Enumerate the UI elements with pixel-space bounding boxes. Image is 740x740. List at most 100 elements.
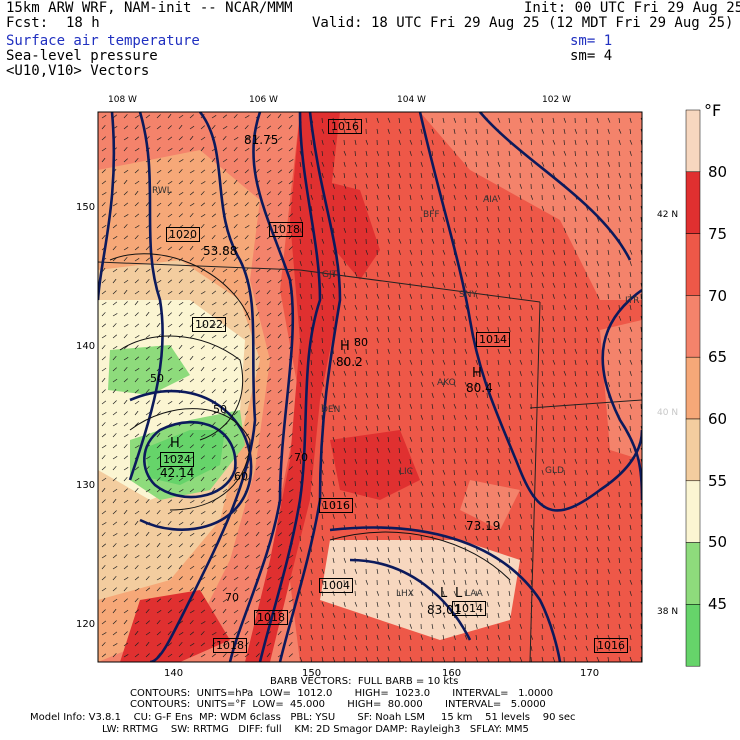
station-label: AKO [437,378,456,388]
wind-barb [486,227,489,233]
wind-barb [189,203,195,207]
wind-barb [244,630,249,636]
wind-barb [563,128,566,134]
wind-barb [354,315,357,321]
wind-barb [343,645,346,651]
wind-barb [387,425,390,431]
wind-barb [552,557,555,563]
wind-barb [409,337,412,343]
wind-barb [222,598,228,603]
wind-barb [112,488,118,493]
wind-barb [475,513,478,519]
wind-barb [486,315,489,322]
wind-barb [112,290,117,295]
wind-barb [255,510,260,515]
wind-barb [420,535,423,541]
wind-barb [354,392,357,398]
wind-barb [420,337,424,343]
wind-barb [123,619,128,625]
wind-barb [332,139,336,145]
wind-barb [123,357,129,361]
wind-barb [464,469,467,475]
wind-barb [541,623,544,629]
wind-barb [574,414,578,420]
wind-barb [420,480,424,486]
wind-barb [244,136,250,141]
wind-barb [497,238,500,244]
wind-barb [145,608,150,614]
wind-barb [585,491,587,498]
wind-barb [167,202,172,207]
legend-swatch [685,109,701,173]
low-marker: L [455,586,463,601]
wind-barb [618,282,622,288]
wind-barb [277,598,282,603]
station-label: BFF [423,210,440,220]
wind-barb [541,249,544,255]
wind-barb [123,399,128,405]
wind-barb [101,157,106,163]
wind-barb [167,136,173,141]
wind-barb [288,499,293,504]
wind-barb [541,227,543,234]
wind-barb [585,117,588,123]
wind-barb [453,337,457,343]
wind-barb [398,535,402,541]
wind-barb [233,389,239,394]
wind-barb [266,642,272,647]
wind-barb [354,458,358,464]
wind-barb [178,159,184,163]
wind-barb [354,656,357,662]
wind-barb [101,192,107,196]
wind-barb [145,543,150,548]
wind-barb [310,315,313,321]
wind-barb [409,414,412,420]
wind-barb [200,146,205,152]
wind-barb [541,117,543,124]
wind-barb [332,117,335,123]
wind-barb [134,597,139,603]
wind-barb [354,634,358,640]
wind-barb [321,623,324,629]
wind-barb [607,403,609,410]
wind-barb [266,432,271,438]
wind-barb [508,469,511,475]
wind-barb [475,480,478,486]
wind-barb [475,282,479,288]
wind-barb [277,401,283,405]
wind-barb [431,601,435,607]
wind-barb [101,323,107,328]
wind-barb [508,249,511,255]
wind-barb [508,645,512,651]
wind-barb [519,491,522,497]
wind-barb [530,425,533,431]
wind-barb [255,433,260,438]
wind-barb [376,304,379,310]
wind-barb [376,194,379,200]
wind-barb [332,601,335,608]
low-marker: L [440,586,448,601]
wind-barb [299,645,301,652]
wind-barb [354,645,357,651]
wind-barb [442,227,445,233]
wind-barb [585,183,588,189]
wind-barb [200,291,206,295]
wind-barb [233,488,238,493]
wind-barb [552,590,555,596]
wind-barb [387,348,390,354]
wind-barb [596,601,599,607]
wind-barb [519,546,523,552]
wind-barb [211,587,217,592]
wind-barb [222,620,227,625]
wind-barb [112,620,117,625]
wind-barb [321,612,324,618]
wind-barb [497,392,500,398]
wind-barb [266,114,271,119]
wind-barb [486,216,490,222]
wind-barb [266,598,272,603]
wind-barb [156,565,162,570]
wind-barb [365,194,368,201]
wind-barb [574,601,578,607]
wind-barb [387,557,391,563]
wind-barb [222,498,227,504]
